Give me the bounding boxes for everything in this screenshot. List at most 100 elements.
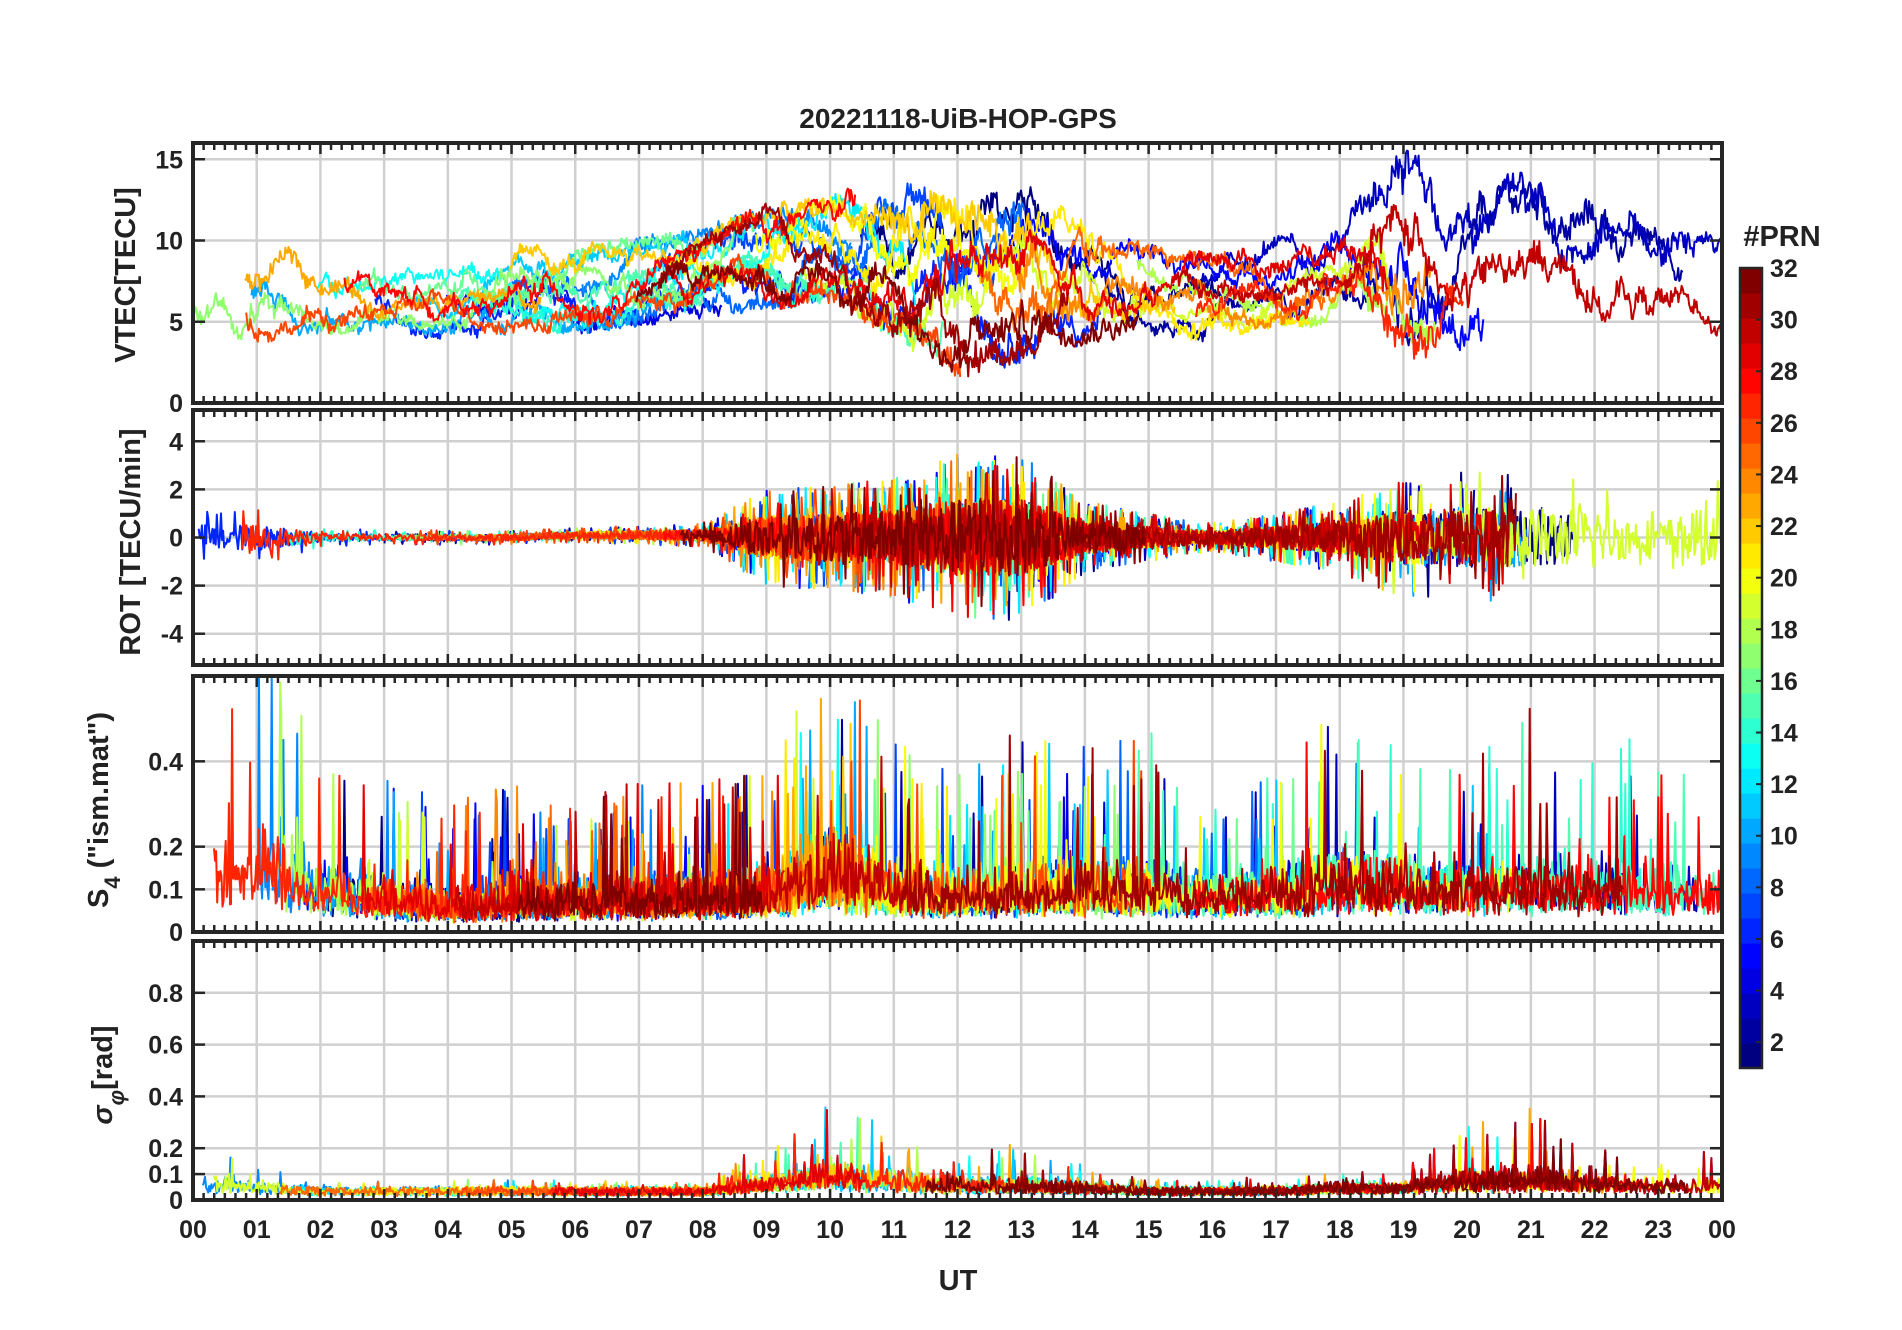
colorbar-segment [1740,1018,1762,1044]
sigma-phi-ylabel-rest: [rad] [87,1025,119,1089]
x-tick-label: 21 [1517,1216,1545,1244]
x-tick-label: 11 [881,1216,908,1244]
x-tick-label: 17 [1262,1216,1290,1244]
x-tick-label: 12 [944,1216,972,1244]
y-tick-label: 0.6 [148,1032,183,1060]
rot-ylabel: ROT [TECU/min] [115,428,147,655]
colorbar-segment [1740,668,1762,694]
prn-31-series [899,707,1625,919]
y-tick-label: 2 [169,476,183,504]
sigma-phi-ylabel-main: σ [87,1104,119,1125]
x-tick-label: 14 [1071,1216,1099,1244]
colorbar-tick-label: 18 [1770,616,1798,644]
colorbar-tick-label: 10 [1770,823,1798,851]
x-tick-label: 13 [1007,1216,1035,1244]
y-tick-label: 5 [169,309,183,337]
vtec-axes: 0 5 10 15 [155,141,1724,418]
sigma-phi-panel: 00.10.20.40.60.8 σφ[rad] 00 01 02 03 04 05 06 0… [87,939,1736,1297]
colorbar-segment [1740,368,1762,394]
s4-panel: 0 0.1 0.2 0.4 S4 ("ism.mat") [83,674,1724,947]
colorbar-tick-label: 20 [1770,565,1798,593]
colorbar-segment [1740,468,1762,494]
colorbar-tick-label: 4 [1770,978,1784,1006]
colorbar-segment [1740,293,1762,319]
prn-28-series [343,187,857,325]
colorbar-segment [1740,743,1762,769]
colorbar-segment [1740,793,1762,819]
colorbar-segment [1740,343,1762,369]
colorbar-segment [1740,268,1762,294]
y-tick-label: 0 [169,390,183,418]
colorbar-segment [1740,768,1762,794]
colorbar-segment [1740,943,1762,969]
s4-axes: 0 0.1 0.2 0.4 [148,674,1724,947]
s4-ylabel-main: S [83,889,115,908]
sigma-phi-ylabel-sub: φ [104,1090,129,1105]
colorbar-segment [1740,1043,1762,1069]
s4-ylabel-rest: ("ism.mat") [83,712,115,876]
colorbar-tick-label: 22 [1770,513,1798,541]
colorbar-segment [1740,893,1762,919]
chart-title: 20221118-UiB-HOP-GPS [799,103,1117,134]
colorbar-tick-label: 28 [1770,358,1798,386]
sigma-phi-axes: 00.10.2 0.4 0.6 0.8 [148,939,1724,1215]
y-tick-label: 0.1 [148,1161,183,1189]
y-tick-label: 0.4 [148,1083,183,1111]
colorbar-tick-label: 32 [1770,255,1798,283]
prn-32-series [517,774,765,922]
prn-32-series [679,456,1147,608]
colorbar-segment [1740,643,1762,669]
prn-32-series [925,1138,1689,1197]
colorbar-frame [1738,266,1764,1070]
colorbar-tick-label: 12 [1770,771,1798,799]
x-axis-label: UT [939,1265,978,1297]
y-tick-label: 0 [169,919,183,947]
colorbar-segment [1740,318,1762,344]
colorbar-segment [1740,618,1762,644]
colorbar-segment [1740,843,1762,869]
colorbar-tick-label: 14 [1770,720,1798,748]
colorbar-label: #PRN [1743,221,1820,253]
x-tick-label: 23 [1644,1216,1672,1244]
x-tick-label: 03 [370,1216,398,1244]
prn-17-series [192,235,734,341]
prn-31-series [1081,474,1517,597]
x-tick-label: 08 [689,1216,717,1244]
sigma-phi-ylabel: σφ[rad] [87,1025,129,1124]
vtec-panel: 0 5 10 15 VTEC[TECU] [110,141,1724,418]
colorbar-segment [1740,693,1762,719]
rot-axes: -4 -2 0 2 4 [161,408,1724,667]
colorbar-segment [1740,993,1762,1019]
y-tick-label: -2 [161,573,183,601]
y-tick-label: 15 [155,146,183,174]
colorbar-segment [1740,418,1762,444]
x-tick-label: 05 [498,1216,526,1244]
colorbar-segment [1740,568,1762,594]
y-tick-label: 4 [169,428,183,456]
prn-27-series [1195,269,1464,360]
y-tick-label: 0.4 [148,748,183,776]
colorbar-segment [1740,493,1762,519]
rot-series [197,453,1723,621]
prn-23-series [244,246,542,321]
prn-32-series [635,259,1140,373]
x-tick-label: 04 [434,1216,462,1244]
s4-ylabel: S4 ("ism.mat") [83,712,125,908]
x-tick-label: 00 [1708,1216,1736,1244]
colorbar-segment [1740,718,1762,744]
colorbar-tick-label: 8 [1770,874,1784,902]
s4-ylabel-sub: 4 [100,876,125,889]
colorbar-segment [1740,868,1762,894]
colorbar-segment [1740,543,1762,569]
y-tick-label: -4 [161,621,183,649]
x-tick-label: 06 [561,1216,589,1244]
vtec-series [192,149,1723,378]
x-tick-label: 16 [1198,1216,1226,1244]
x-tick-label: 07 [625,1216,653,1244]
colorbar-tick-label: 16 [1770,668,1798,696]
x-tick-label: 19 [1390,1216,1418,1244]
y-tick-label: 0.1 [148,876,183,904]
x-tick-label: 15 [1135,1216,1163,1244]
y-tick-label: 0 [169,1187,183,1215]
